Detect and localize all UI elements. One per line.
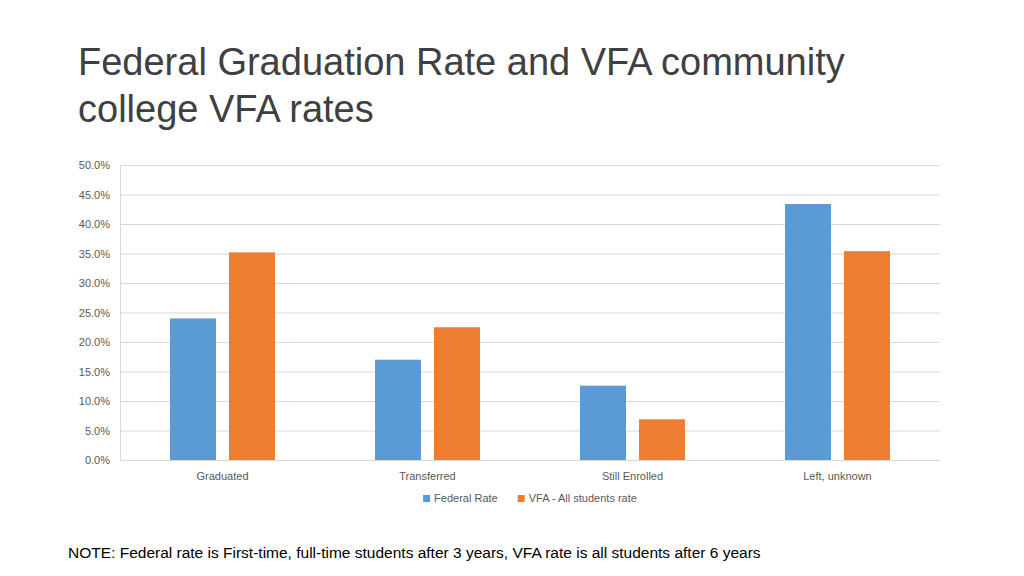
title-line: Federal Graduation Rate and VFA communit… [78, 41, 845, 83]
y-tick-label: 30.0% [79, 277, 110, 289]
legend-label: VFA - All students rate [529, 492, 637, 504]
x-tick: Left, unknown [803, 460, 872, 482]
y-axis: 0.0% 5.0% 10.0% 15.0% 20.0% 25.0% 30.0% 35.0% 40… [79, 159, 940, 466]
y-tick-label: 5.0% [85, 425, 110, 437]
bars [170, 204, 890, 460]
bar [434, 327, 480, 460]
y-tick-label: 10.0% [79, 395, 110, 407]
y-tick-label: 40.0% [79, 218, 110, 230]
x-tick-label: Transferred [399, 470, 455, 482]
legend-item: Federal Rate [423, 492, 498, 504]
bar [229, 252, 275, 460]
y-tick-label: 25.0% [79, 307, 110, 319]
bar [375, 360, 421, 460]
y-tick-label: 20.0% [79, 336, 110, 348]
y-tick: 50.0% [79, 159, 940, 171]
legend-label: Federal Rate [434, 492, 498, 504]
bar [639, 419, 685, 460]
legend-swatch [518, 495, 525, 502]
x-tick: Still Enrolled [602, 460, 663, 482]
y-axis-line [121, 166, 941, 461]
legend: Federal Rate VFA - All students rate [423, 492, 637, 504]
x-tick-label: Left, unknown [803, 470, 872, 482]
note: NOTE: Federal rate is First-time, full-t… [68, 544, 761, 561]
title: Federal Graduation Rate and VFA communit… [78, 41, 845, 130]
y-tick-label: 45.0% [79, 189, 110, 201]
bar [785, 204, 831, 460]
y-tick-label: 35.0% [79, 248, 110, 260]
y-tick: 45.0% [79, 189, 940, 201]
x-axis: Graduated Transferred Still Enrolled Left, … [121, 460, 941, 482]
y-tick-label: 0.0% [85, 454, 110, 466]
y-tick-label: 50.0% [79, 159, 110, 171]
chart: Federal Graduation Rate and VFA communit… [0, 0, 1024, 576]
x-tick: Transferred [399, 460, 455, 482]
title-line: college VFA rates [78, 88, 374, 130]
bar [580, 386, 626, 460]
legend-item: VFA - All students rate [518, 492, 637, 504]
x-axis-line [121, 460, 941, 461]
grid-line [120, 165, 940, 166]
x-tick-label: Graduated [197, 470, 249, 482]
bar [170, 318, 216, 460]
grid-line [120, 460, 940, 461]
x-tick-label: Still Enrolled [602, 470, 663, 482]
bar [844, 251, 890, 460]
grid-line [120, 195, 940, 196]
x-tick: Graduated [197, 460, 249, 482]
legend-swatch [423, 495, 430, 502]
y-tick-label: 15.0% [79, 366, 110, 378]
